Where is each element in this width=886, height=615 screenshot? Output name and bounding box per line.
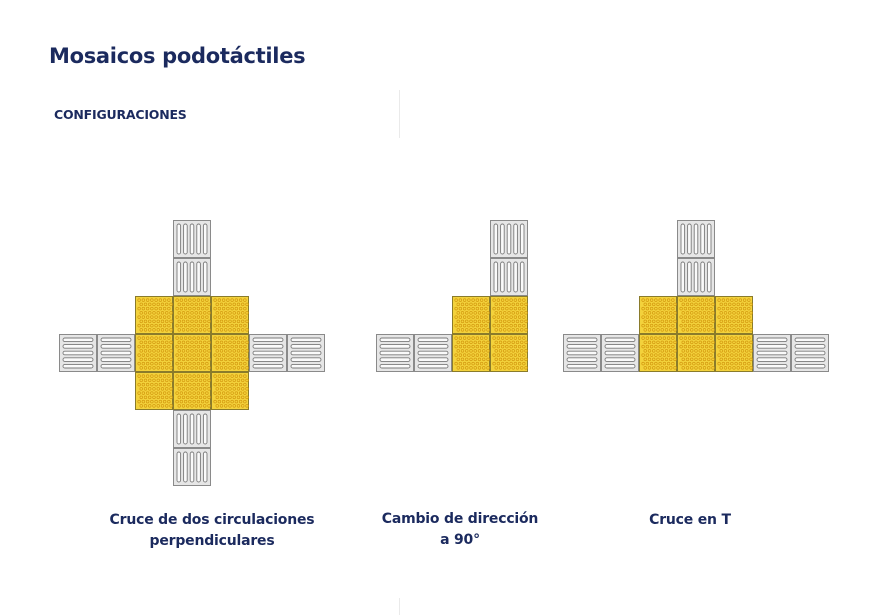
guide-tile-h (753, 334, 791, 372)
caption-turn-line-2: a 90° (440, 532, 480, 548)
warning-tile (211, 372, 249, 410)
warning-tile (715, 334, 753, 372)
caption-turn-line-1: Cambio de dirección (381, 511, 539, 527)
warning-tile (173, 372, 211, 410)
warning-tile (173, 296, 211, 334)
guide-tile-v (173, 220, 211, 258)
guide-tile-v (173, 448, 211, 486)
warning-tile (135, 334, 173, 372)
warning-tile (490, 334, 528, 372)
guide-tile-v (173, 258, 211, 296)
warning-tile (715, 296, 753, 334)
guide-tile-h (287, 334, 325, 372)
vertical-divider-bottom (399, 598, 400, 615)
guide-tile-h (249, 334, 287, 372)
caption-tee-line-1: Cruce en T (649, 512, 731, 528)
guide-tile-h (791, 334, 829, 372)
caption-turn: Cambio de dirección a 90° (360, 509, 560, 551)
config-tee-group (563, 220, 829, 372)
warning-tile (677, 296, 715, 334)
warning-tile (135, 296, 173, 334)
caption-cross-line-1: Cruce de dos circulaciones (109, 512, 315, 528)
guide-tile-h (601, 334, 639, 372)
warning-tile (452, 296, 490, 334)
page-title: Mosaicos podotáctiles (49, 44, 306, 68)
caption-tee: Cruce en T (610, 510, 770, 531)
warning-tile (639, 296, 677, 334)
guide-tile-h (414, 334, 452, 372)
warning-tile (639, 334, 677, 372)
config-turn-group (376, 220, 528, 372)
guide-tile-v (677, 220, 715, 258)
config-cross-group (59, 220, 325, 486)
warning-tile (173, 334, 211, 372)
guide-tile-v (173, 410, 211, 448)
guide-tile-v (490, 258, 528, 296)
vertical-divider-top (399, 90, 400, 138)
warning-tile (211, 334, 249, 372)
warning-tile (677, 334, 715, 372)
guide-tile-h (59, 334, 97, 372)
warning-tile (490, 296, 528, 334)
guide-tile-h (376, 334, 414, 372)
warning-tile (135, 372, 173, 410)
guide-tile-h (563, 334, 601, 372)
guide-tile-v (490, 220, 528, 258)
caption-cross-line-2: perpendiculares (149, 533, 275, 549)
caption-cross: Cruce de dos circulaciones perpendicular… (92, 510, 332, 552)
guide-tile-v (677, 258, 715, 296)
warning-tile (452, 334, 490, 372)
guide-tile-h (97, 334, 135, 372)
warning-tile (211, 296, 249, 334)
section-subtitle: CONFIGURACIONES (54, 107, 187, 122)
